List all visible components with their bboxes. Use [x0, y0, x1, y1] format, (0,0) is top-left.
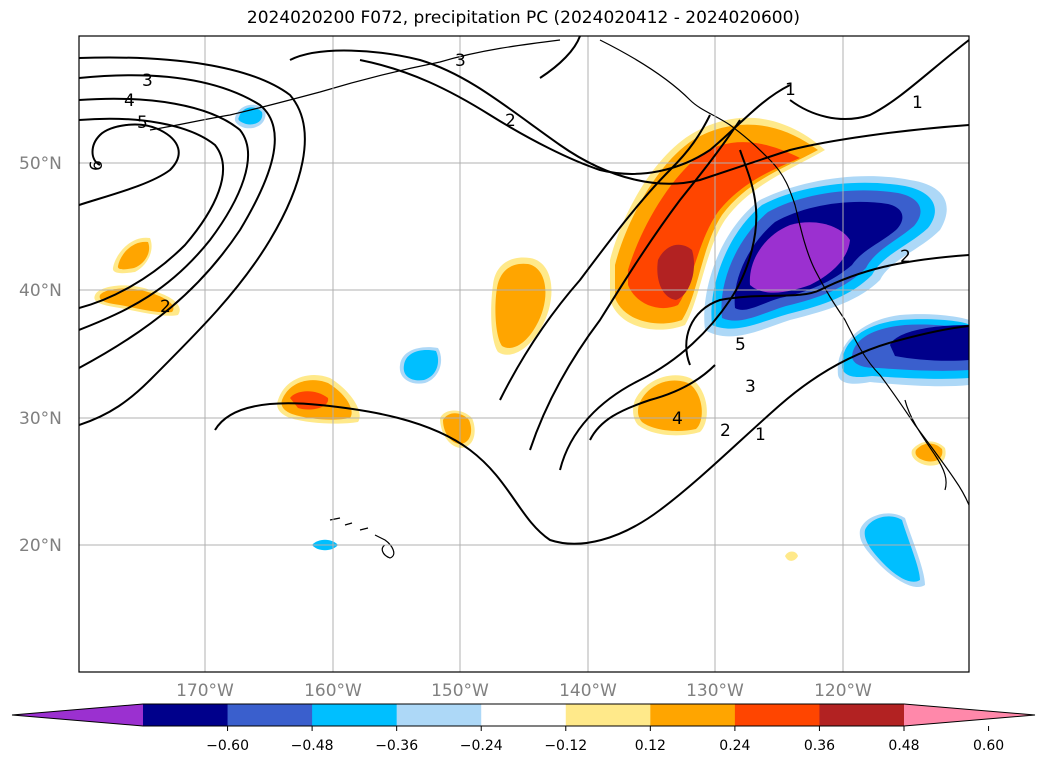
colorbar-tick-label: 0.12 [635, 738, 666, 754]
contour-label: 2 [160, 297, 171, 317]
contour-label: 3 [142, 71, 153, 91]
contour-label: 4 [672, 409, 683, 429]
contour-labels: 3 4 5 6 2 3 2 1 2 1 3 2 1 4 5 [87, 51, 923, 445]
map-plot-area: 3 4 5 6 2 3 2 1 2 1 3 2 1 4 5 [79, 36, 969, 672]
colorbar-outline [11, 703, 1036, 727]
contour-label: 2 [505, 111, 516, 131]
colorbar-segment [143, 704, 229, 726]
latitude-labels: 50°N 40°N 30°N 20°N [19, 154, 62, 556]
colorbar-tick-label: −0.24 [460, 738, 503, 754]
colorbar-segment [650, 704, 736, 726]
lon-label: 120°W [814, 681, 872, 701]
map-frame [78, 35, 970, 673]
contour-label: 1 [912, 93, 923, 113]
lat-label: 20°N [19, 536, 62, 556]
lon-label: 150°W [431, 681, 489, 701]
lon-label: 160°W [304, 681, 362, 701]
contour-label: 5 [735, 335, 746, 355]
colorbar-tick-label: −0.12 [544, 738, 587, 754]
coastlines [149, 39, 969, 559]
longitude-labels: 170°W 160°W 150°W 140°W 130°W 120°W [176, 681, 872, 701]
colorbar-tick-label: 0.24 [719, 738, 750, 754]
colorbar-extend-low [12, 704, 143, 726]
colorbar-segment [227, 704, 313, 726]
colorbar-segment [396, 704, 482, 726]
contour-label: 5 [137, 113, 148, 133]
colorbar-extend-high [904, 704, 1035, 726]
contour-label: 3 [745, 377, 756, 397]
map-title: 2024020200 F072, precipitation PC (20240… [246, 8, 801, 28]
contour-label: 1 [785, 80, 796, 100]
contour-label: 4 [124, 91, 135, 111]
colorbar-tick-label: −0.36 [375, 738, 418, 754]
colorbar: −0.60 −0.48 −0.36 −0.24 −0.12 0.12 0.24 0.36 0.4… [11, 703, 1036, 754]
lon-label: 170°W [176, 681, 234, 701]
colorbar-tick-label: 0.36 [804, 738, 835, 754]
lat-label: 30°N [19, 409, 62, 429]
lon-label: 140°W [559, 681, 617, 701]
contour-label: 2 [720, 421, 731, 441]
contour-label: 2 [900, 247, 911, 267]
colorbar-tick-label: 0.48 [888, 738, 919, 754]
lat-label: 40°N [19, 281, 62, 301]
colorbar-segment [312, 704, 398, 726]
colorbar-segment [819, 704, 905, 726]
colorbar-segment [565, 704, 651, 726]
lat-label: 50°N [19, 154, 62, 174]
colorbar-tick-label: 0.60 [973, 738, 1004, 754]
pc-contours [79, 36, 969, 545]
colorbar-tick-label: −0.60 [206, 738, 249, 754]
gridlines [79, 36, 969, 672]
contour-label: 3 [455, 51, 466, 71]
colorbar-segment [481, 704, 567, 726]
lon-label: 130°W [686, 681, 744, 701]
colorbar-segment [734, 704, 820, 726]
contour-label: 1 [755, 425, 766, 445]
colorbar-tick-label: −0.48 [291, 738, 334, 754]
contour-label: 6 [87, 160, 107, 171]
